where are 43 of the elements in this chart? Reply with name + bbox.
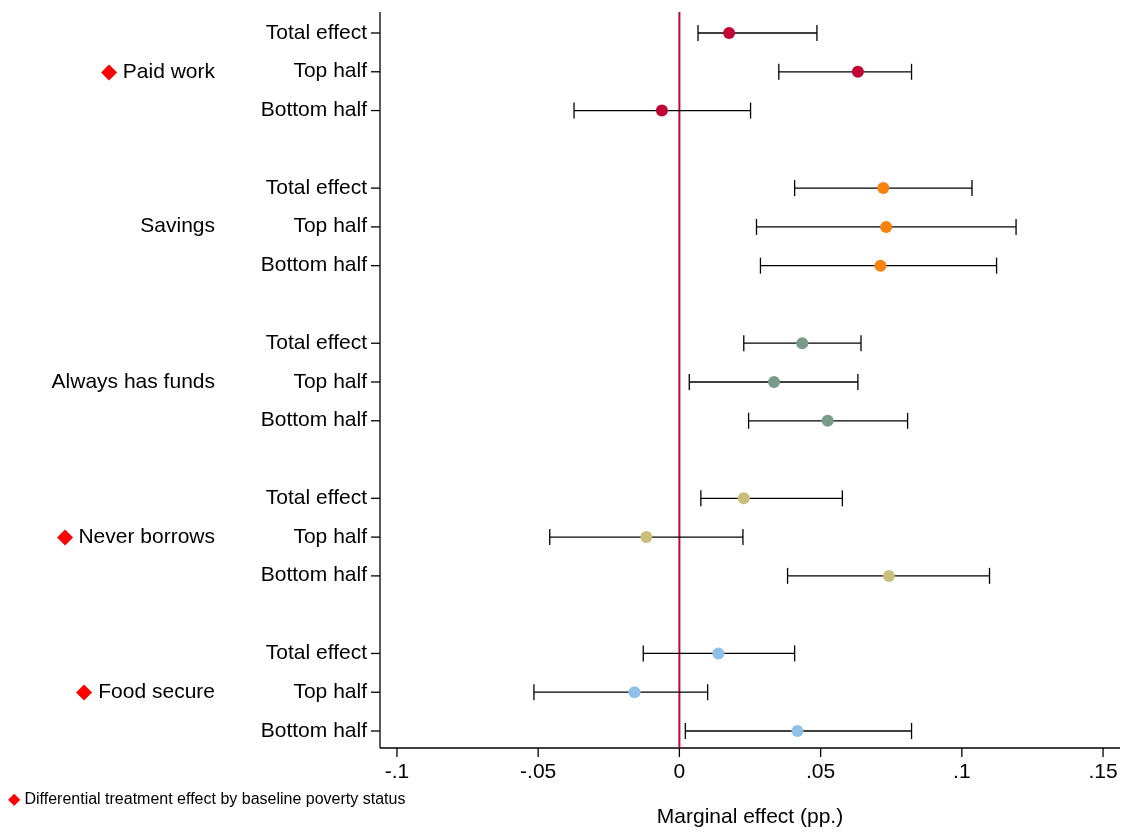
text: ◆ Differential treatment effect by baseline poverty status — [8, 790, 406, 808]
text: Savings — [140, 213, 215, 237]
point — [880, 220, 893, 233]
point — [737, 492, 750, 505]
y-tick-label: Top half — [293, 213, 368, 237]
x-tick-label: .05 — [806, 759, 836, 782]
x-tick-label: .15 — [1088, 759, 1118, 782]
y-tick-label: Total effect — [265, 174, 368, 198]
y-tick-label: Top half — [293, 368, 368, 392]
point — [768, 376, 781, 388]
point — [877, 182, 890, 195]
x-tick-label: -.05 — [520, 759, 557, 782]
x-tick-label: .1 — [953, 759, 971, 782]
point — [796, 337, 809, 350]
text: ◆ Never borrows — [56, 523, 215, 547]
y-tick-label: Top half — [293, 58, 368, 82]
x-axis-title: Marginal effect (pp.) — [656, 804, 844, 827]
y-tick-label: Total effect — [265, 484, 368, 508]
x-tick-label: 0 — [673, 759, 686, 782]
point — [874, 259, 887, 272]
point — [712, 647, 725, 660]
point — [882, 569, 895, 582]
point — [640, 531, 653, 544]
point — [791, 725, 804, 737]
point — [723, 27, 736, 39]
y-tick-label: Total effect — [265, 329, 368, 353]
point — [628, 686, 641, 699]
y-tick-label: Bottom half — [260, 252, 368, 276]
y-tick-label: Top half — [293, 523, 368, 547]
x-tick-label: -.1 — [384, 759, 410, 782]
text: ◆ Paid work — [100, 58, 216, 82]
text: ◆ Food secure — [76, 678, 215, 702]
text: Always has funds — [51, 368, 215, 392]
point — [655, 104, 668, 117]
y-tick-label: Total effect — [265, 639, 368, 663]
y-tick-label: Total effect — [265, 19, 368, 43]
point — [851, 65, 864, 78]
y-tick-label: Bottom half — [260, 562, 368, 586]
y-tick-label: Top half — [293, 678, 368, 702]
point — [821, 414, 834, 427]
y-tick-label: Bottom half — [260, 407, 368, 431]
y-tick-label: Bottom half — [260, 717, 368, 741]
y-tick-label: Bottom half — [260, 97, 368, 121]
